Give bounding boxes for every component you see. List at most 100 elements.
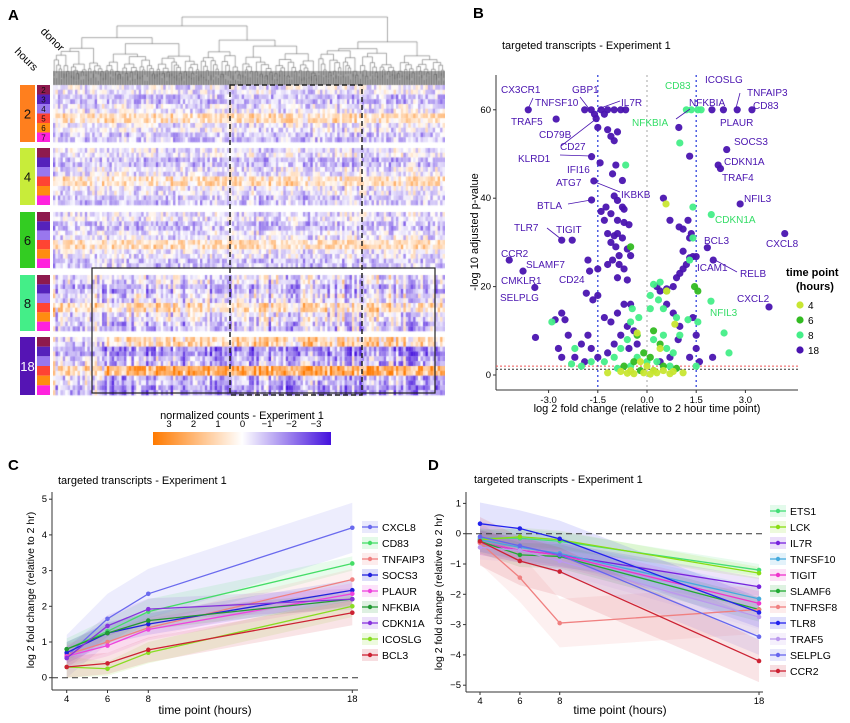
y-tick-label: 5 — [42, 494, 47, 505]
clustered-heatmap-with-dendrogram — [53, 15, 445, 397]
point-8h — [682, 106, 690, 114]
point-8h — [707, 297, 715, 305]
point-18h — [708, 106, 716, 114]
legend-swatch-dot — [367, 652, 373, 658]
series-line-CD83 — [66, 562, 353, 650]
colorbar-title: normalized counts - Experiment 1 — [160, 410, 324, 422]
legend-swatch-dot — [367, 636, 373, 642]
point-18h — [627, 252, 635, 260]
point-4h — [653, 369, 661, 377]
gene-annotation: CCR2 — [501, 249, 529, 260]
point-18h — [620, 265, 628, 273]
point-8h — [692, 362, 700, 370]
point-18h — [571, 353, 579, 361]
point-18h — [719, 106, 728, 114]
point-18h — [613, 128, 622, 136]
data-point-NFKBIA — [146, 618, 151, 623]
y-tick-label: −5 — [450, 680, 461, 691]
point-8h — [672, 313, 681, 322]
point-4h — [679, 369, 687, 377]
gene-annotation: IL7R — [621, 98, 642, 109]
annotation-leader — [579, 96, 591, 111]
series-line-CCR2 — [479, 540, 760, 662]
point-18h — [613, 309, 622, 317]
legend-label: TNFRSF8 — [790, 602, 837, 614]
point-4h — [656, 344, 664, 353]
ribbon-SOCS3 — [66, 579, 353, 664]
legend-swatch-dot — [367, 588, 373, 594]
point-18h — [594, 291, 602, 300]
y-tick-label: 40 — [480, 193, 491, 204]
legend-swatch-dot — [367, 572, 373, 578]
point-18h — [519, 267, 527, 275]
ribbon-TNFAIP3 — [66, 568, 353, 666]
point-6h — [620, 362, 628, 370]
point-18h — [625, 221, 633, 229]
donor-swatch-4 — [37, 167, 50, 177]
data-point-TNFRSF8 — [517, 575, 523, 580]
panel-d-label: D — [428, 457, 439, 474]
point-18h — [613, 229, 622, 238]
point-4h — [671, 320, 679, 328]
point-18h — [554, 344, 563, 353]
point-18h — [659, 194, 668, 202]
point-18h — [586, 267, 594, 275]
point-18h — [620, 300, 628, 308]
point-18h — [558, 309, 566, 317]
point-8h — [697, 106, 705, 114]
ribbon-SELPLG — [480, 521, 760, 655]
point-4h — [646, 370, 654, 378]
gene-annotation: BTLA — [537, 201, 562, 212]
point-18h — [590, 177, 598, 185]
legend-label: SOCS3 — [382, 570, 418, 582]
line-chart-upregulated: 4 6 8 18 0 1 2 3 4 5 CXCL8 CD83 TNFAIP3 SOCS3 PLAUR NFK… — [42, 492, 425, 705]
donor-label: 2 — [41, 86, 46, 95]
series-line-SOCS3 — [66, 589, 353, 654]
point-18h — [692, 344, 700, 353]
x-tick-label: -1.5 — [590, 395, 606, 406]
x-tick-label: 18 — [754, 696, 765, 707]
point-18h — [613, 216, 622, 224]
y-tick-label: 20 — [480, 282, 491, 293]
data-point-CDKN1A — [350, 596, 355, 602]
legend-swatch-8h — [796, 331, 804, 339]
x-tick-label: 3.0 — [739, 395, 752, 406]
legend-swatch-dot — [775, 524, 781, 530]
point-18h — [617, 106, 625, 114]
series-line-LCK — [479, 536, 760, 574]
donor-label: 4 — [41, 105, 46, 114]
legend-label: CDKN1A — [382, 618, 425, 630]
ribbon-PLAUR — [66, 583, 353, 667]
annotation-leader — [735, 92, 741, 109]
panel-a-label: A — [8, 7, 19, 24]
legend-label: BCL3 — [382, 650, 408, 662]
point-18h — [594, 265, 602, 273]
x-tick-label: 18 — [347, 694, 358, 705]
legend-swatch-dot — [367, 524, 373, 530]
data-point-TNFSF10 — [756, 596, 762, 602]
point-6h — [630, 358, 638, 366]
data-point-BCL3 — [350, 610, 355, 616]
donor-swatch-2 — [37, 337, 50, 347]
data-point-TRAF5 — [517, 548, 523, 553]
annotation-leader — [527, 97, 534, 110]
point-8h — [649, 280, 658, 288]
hour-block-4 — [20, 148, 35, 205]
point-8h — [649, 336, 658, 344]
colorbar-tick: 0 — [240, 419, 245, 430]
point-18h — [675, 123, 683, 132]
point-8h — [600, 358, 608, 366]
point-8h — [567, 360, 576, 368]
point-18h — [686, 353, 694, 361]
point-8h — [663, 344, 671, 353]
volcano-legend-title: time point (hours) — [786, 267, 839, 293]
point-6h — [627, 243, 635, 251]
x-tick-label: 0.0 — [640, 395, 653, 406]
y-tick-label: 3 — [42, 566, 47, 577]
data-point-BCL3 — [64, 664, 69, 670]
gene-annotation: CD79B — [539, 130, 572, 141]
gene-annotation: ATG7 — [556, 178, 582, 189]
data-point-PLAUR — [350, 591, 355, 597]
legend-label: CXCL8 — [382, 522, 416, 534]
x-tick-label: 8 — [557, 696, 562, 707]
